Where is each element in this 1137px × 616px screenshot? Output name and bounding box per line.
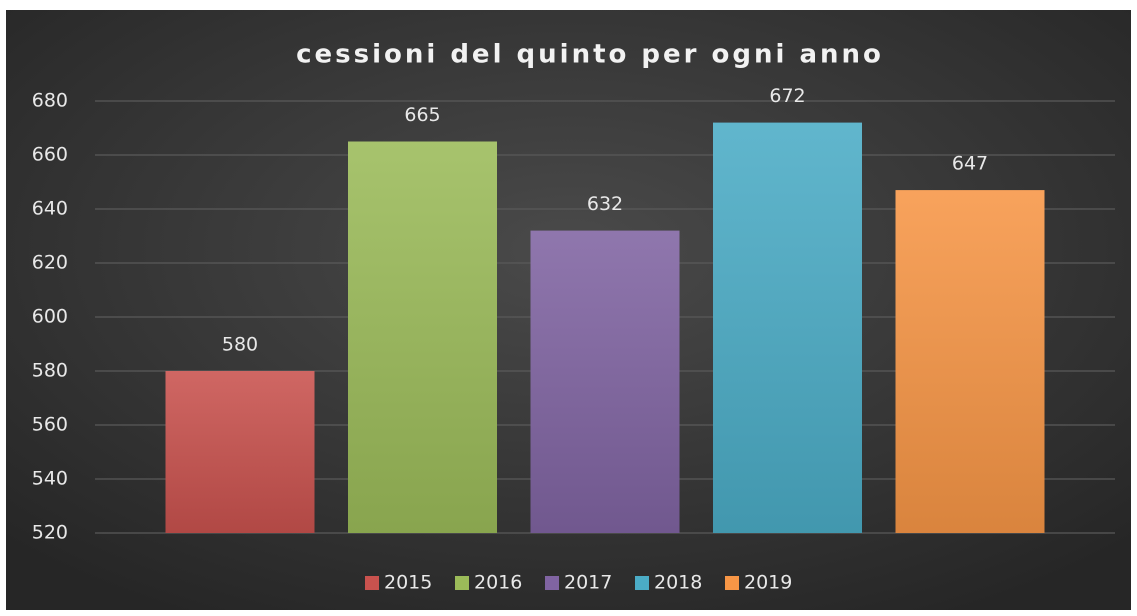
bar [348,141,497,533]
y-tick-label: 600 [32,306,68,328]
data-label: 647 [952,153,988,175]
data-label: 672 [769,85,805,107]
y-tick-label: 660 [32,144,68,166]
data-label: 632 [587,193,623,215]
chart-title: cessioni del quinto per ogni anno [296,40,884,70]
bar [713,122,862,533]
legend-label: 2015 [384,572,432,594]
y-tick-label: 520 [32,522,68,544]
legend-swatch [365,576,379,590]
legend-label: 2017 [564,572,612,594]
legend-swatch [725,576,739,590]
legend-swatch [455,576,469,590]
data-label: 665 [404,104,440,126]
data-label: 580 [222,334,258,356]
legend-swatch [635,576,649,590]
bar [530,230,680,533]
legend-swatch [545,576,559,590]
y-tick-label: 620 [32,252,68,274]
legend-label: 2016 [474,572,522,594]
y-tick-label: 680 [32,90,68,112]
bar [895,190,1045,533]
y-tick-label: 560 [32,414,68,436]
bar [165,371,315,533]
y-tick-label: 540 [32,468,68,490]
y-tick-label: 580 [32,360,68,382]
legend-label: 2018 [654,572,702,594]
y-tick-label: 640 [32,198,68,220]
legend-label: 2019 [744,572,792,594]
